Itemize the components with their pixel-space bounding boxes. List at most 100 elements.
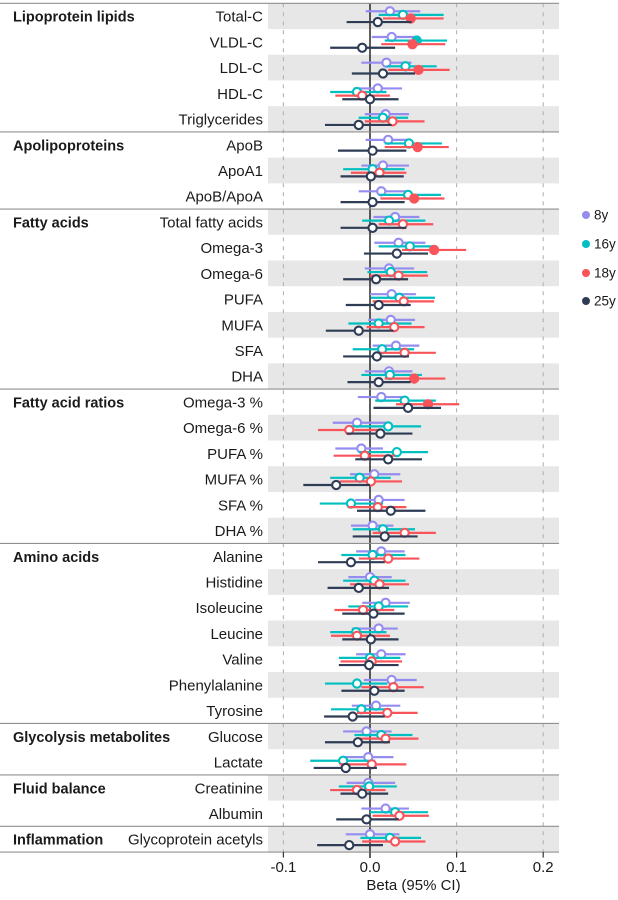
point-25y — [371, 351, 383, 362]
point-25y — [369, 685, 380, 696]
point-25y — [353, 582, 364, 594]
point-18y — [382, 707, 393, 719]
point-25y — [372, 16, 383, 28]
row-label: PUFA % — [207, 446, 263, 463]
point-25y — [379, 531, 390, 542]
x-tick-label: -0.1 — [270, 859, 296, 876]
point-25y — [363, 659, 375, 671]
row-label: Lactate — [214, 755, 263, 772]
point-16y — [391, 446, 402, 458]
row-stripe — [268, 157, 559, 184]
row-label: Albumin — [209, 806, 263, 823]
row-stripe — [268, 620, 559, 647]
row-stripe — [268, 723, 559, 750]
row-stripe — [268, 311, 559, 338]
row-stripe — [268, 466, 559, 492]
point-25y — [344, 839, 355, 851]
row-label: DHA — [231, 369, 263, 386]
category-label: Inflammation — [13, 833, 103, 849]
point-18y — [409, 193, 420, 204]
legend-label-16y: 16y — [594, 237, 616, 252]
row-label: ApoB/ApoA — [185, 189, 263, 206]
point-16y — [351, 678, 363, 689]
row-label: Omega-6 — [200, 266, 263, 283]
point-18y — [389, 836, 401, 847]
x-tick-label: 0.0 — [360, 859, 381, 876]
point-25y — [370, 274, 382, 285]
legend-dot-16y — [582, 240, 590, 248]
point-16y — [383, 421, 394, 432]
point-25y — [361, 814, 372, 825]
point-18y — [428, 244, 440, 256]
legend-label-8y: 8y — [594, 208, 609, 223]
legend-dot-25y — [582, 297, 590, 305]
x-tick-label: 0.2 — [533, 859, 554, 876]
row-label: Omega-6 % — [183, 420, 263, 437]
row-stripe — [268, 414, 559, 441]
point-25y — [373, 299, 384, 311]
row-label: DHA % — [215, 523, 263, 540]
row-label: Omega-3 % — [183, 394, 263, 411]
point-25y — [391, 248, 402, 259]
row-label: Glycoprotein acetyls — [128, 832, 263, 849]
legend-dot-18y — [582, 269, 590, 277]
x-tick-label: 0.1 — [446, 859, 467, 876]
row-label: Glucose — [208, 729, 263, 746]
point-18y — [387, 116, 398, 127]
row-label: Leucine — [210, 626, 263, 643]
point-25y — [402, 402, 414, 414]
point-18y — [412, 141, 423, 153]
row-label: Histidine — [205, 575, 263, 592]
row-label: SFA % — [218, 497, 263, 514]
point-25y — [353, 325, 364, 336]
point-25y — [347, 711, 358, 722]
point-25y — [373, 376, 384, 388]
row-stripe — [268, 774, 559, 801]
category-label: Fatty acid ratios — [13, 395, 124, 411]
point-25y — [357, 42, 368, 53]
row-label: MUFA — [221, 317, 263, 334]
point-18y — [394, 810, 405, 821]
row-stripe — [268, 569, 559, 595]
row-label: Creatinine — [195, 780, 263, 797]
point-25y — [367, 196, 378, 208]
row-label: ApoB — [226, 137, 263, 154]
row-label: Triglycerides — [179, 112, 263, 129]
point-25y — [367, 222, 378, 233]
row-label: Alanine — [213, 549, 263, 566]
row-label: Total-C — [215, 9, 263, 26]
row-label: Tyrosine — [206, 703, 263, 720]
row-stripe — [268, 260, 559, 287]
category-label: Apolipoproteins — [13, 138, 124, 154]
row-stripe — [268, 517, 559, 544]
point-25y — [368, 608, 379, 619]
point-18y — [407, 39, 418, 50]
point-25y — [383, 454, 394, 465]
point-25y — [365, 634, 377, 645]
point-18y — [365, 476, 377, 487]
row-label: Isoleucine — [195, 600, 263, 617]
point-25y — [353, 119, 364, 131]
row-label: Total fatty acids — [160, 214, 263, 231]
category-label: Lipoprotein lipids — [13, 10, 135, 26]
row-label: Phenylalanine — [169, 677, 263, 694]
point-25y — [331, 479, 342, 491]
row-stripe — [268, 54, 559, 81]
row-label: Valine — [222, 652, 263, 669]
row-stripe — [268, 106, 559, 132]
x-axis-title: Beta (95% CI) — [366, 877, 460, 894]
point-25y — [357, 788, 368, 799]
row-label: Omega-3 — [200, 240, 263, 257]
point-25y — [365, 171, 377, 182]
row-stripe — [268, 826, 559, 853]
point-18y — [409, 373, 420, 384]
point-18y — [389, 321, 400, 333]
legend-label-18y: 18y — [594, 266, 616, 281]
row-stripe — [268, 672, 559, 698]
point-25y — [377, 68, 389, 79]
category-label: Amino acids — [13, 550, 99, 566]
row-label: MUFA % — [205, 472, 263, 489]
point-25y — [352, 737, 364, 748]
